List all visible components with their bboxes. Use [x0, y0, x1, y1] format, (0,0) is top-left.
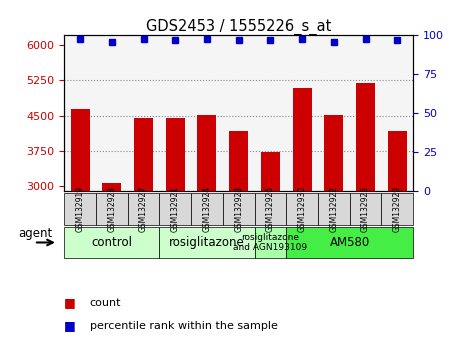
Text: control: control	[91, 236, 132, 249]
Text: GSM132929: GSM132929	[393, 186, 402, 232]
Text: GSM132924: GSM132924	[202, 186, 212, 232]
Text: GSM132923: GSM132923	[107, 186, 116, 232]
Bar	[71, 109, 90, 191]
Text: ■: ■	[64, 319, 76, 332]
Text: rosiglitazone
and AGN193109: rosiglitazone and AGN193109	[233, 233, 308, 252]
Text: GSM132927: GSM132927	[139, 186, 148, 232]
Bar	[102, 183, 121, 191]
Text: rosiglitazone: rosiglitazone	[169, 236, 245, 249]
Bar	[229, 131, 248, 191]
Text: GSM132925: GSM132925	[361, 186, 370, 232]
Text: GSM132930: GSM132930	[297, 186, 307, 232]
Text: ■: ■	[64, 296, 76, 309]
Text: GSM132922: GSM132922	[329, 186, 338, 232]
Bar	[134, 118, 153, 191]
Bar	[292, 88, 312, 191]
Text: percentile rank within the sample: percentile rank within the sample	[90, 321, 277, 331]
Title: GDS2453 / 1555226_s_at: GDS2453 / 1555226_s_at	[146, 19, 331, 35]
Bar	[356, 82, 375, 191]
Text: GSM132928: GSM132928	[234, 186, 243, 232]
Text: GSM132926: GSM132926	[266, 186, 275, 232]
Text: AM580: AM580	[330, 236, 370, 249]
Text: GSM132921: GSM132921	[171, 186, 180, 232]
Bar	[197, 115, 217, 191]
Text: GSM132919: GSM132919	[76, 186, 84, 232]
Bar	[325, 115, 343, 191]
Bar	[388, 131, 407, 191]
Text: agent: agent	[18, 227, 53, 240]
Bar	[166, 118, 185, 191]
Bar	[261, 153, 280, 191]
Text: count: count	[90, 298, 121, 308]
